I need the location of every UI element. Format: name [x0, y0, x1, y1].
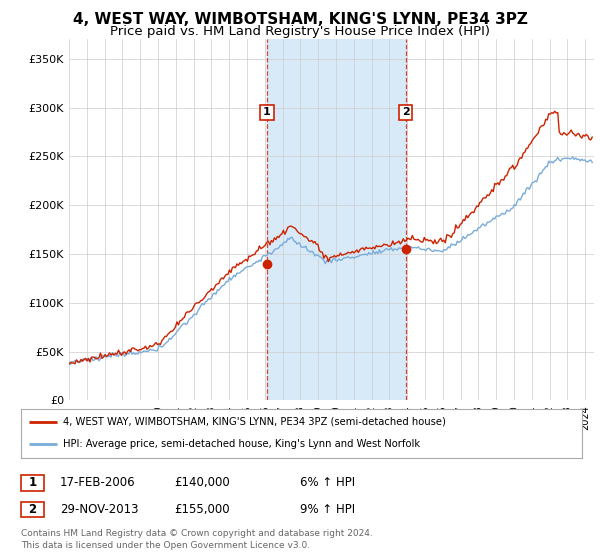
Text: 2: 2 — [28, 503, 37, 516]
Text: 17-FEB-2006: 17-FEB-2006 — [60, 476, 136, 489]
Text: Price paid vs. HM Land Registry's House Price Index (HPI): Price paid vs. HM Land Registry's House … — [110, 25, 490, 38]
Text: Contains HM Land Registry data © Crown copyright and database right 2024.
This d: Contains HM Land Registry data © Crown c… — [21, 529, 373, 550]
Text: 29-NOV-2013: 29-NOV-2013 — [60, 503, 139, 516]
Text: £155,000: £155,000 — [174, 503, 230, 516]
Text: 6% ↑ HPI: 6% ↑ HPI — [300, 476, 355, 489]
Text: £140,000: £140,000 — [174, 476, 230, 489]
Text: 4, WEST WAY, WIMBOTSHAM, KING'S LYNN, PE34 3PZ: 4, WEST WAY, WIMBOTSHAM, KING'S LYNN, PE… — [73, 12, 527, 27]
Text: 4, WEST WAY, WIMBOTSHAM, KING'S LYNN, PE34 3PZ (semi-detached house): 4, WEST WAY, WIMBOTSHAM, KING'S LYNN, PE… — [63, 417, 446, 427]
Text: 1: 1 — [263, 108, 271, 118]
Text: 9% ↑ HPI: 9% ↑ HPI — [300, 503, 355, 516]
Bar — [267, 39, 406, 400]
Text: HPI: Average price, semi-detached house, King's Lynn and West Norfolk: HPI: Average price, semi-detached house,… — [63, 439, 420, 449]
Text: 1: 1 — [28, 476, 37, 489]
Text: 2: 2 — [402, 108, 410, 118]
